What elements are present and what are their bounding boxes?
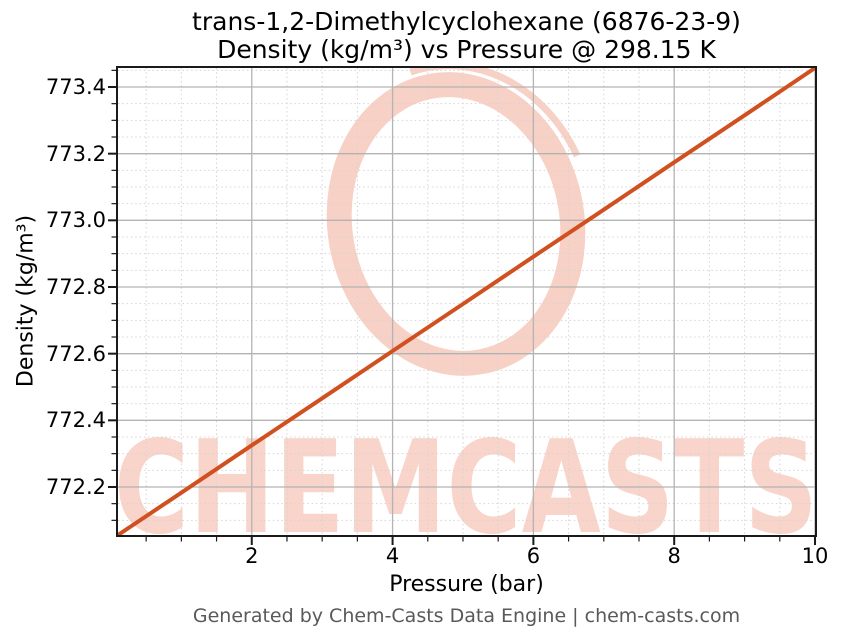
chart-title-line2: Density (kg/m³) vs Pressure @ 298.15 K xyxy=(217,35,716,64)
x-tick-label: 6 xyxy=(526,544,541,568)
y-tick-label: 772.8 xyxy=(45,275,106,299)
plot-area: CHEMCASTS xyxy=(116,66,817,537)
chart-title: trans-1,2-Dimethylcyclohexane (6876-23-9… xyxy=(116,8,817,64)
x-tick-label: 8 xyxy=(667,544,681,568)
y-tick-labels: 772.2 772.4 772.6 772.8 773.0 773.2 773.4 xyxy=(0,0,106,644)
y-tick-label: 772.6 xyxy=(45,341,106,366)
x-axis-label: Pressure (bar) xyxy=(389,572,544,597)
y-tick-label: 773.2 xyxy=(45,141,106,166)
x-tick-label: 4 xyxy=(385,544,400,568)
footer-credit: Generated by Chem-Casts Data Engine | ch… xyxy=(192,605,741,627)
watermark-text: CHEMCASTS xyxy=(118,414,815,535)
x-tick-label: 10 xyxy=(801,544,829,568)
chart-title-line1: trans-1,2-Dimethylcyclohexane (6876-23-9… xyxy=(192,7,741,36)
y-tick-label: 772.4 xyxy=(45,408,106,433)
plot-canvas: CHEMCASTS xyxy=(118,68,815,535)
y-tick-label: 773.4 xyxy=(45,75,106,99)
data-line-density xyxy=(118,68,815,535)
x-tick-label: 2 xyxy=(245,544,259,568)
y-tick-label: 773.0 xyxy=(45,208,106,233)
y-tick-label: 772.2 xyxy=(45,475,106,499)
